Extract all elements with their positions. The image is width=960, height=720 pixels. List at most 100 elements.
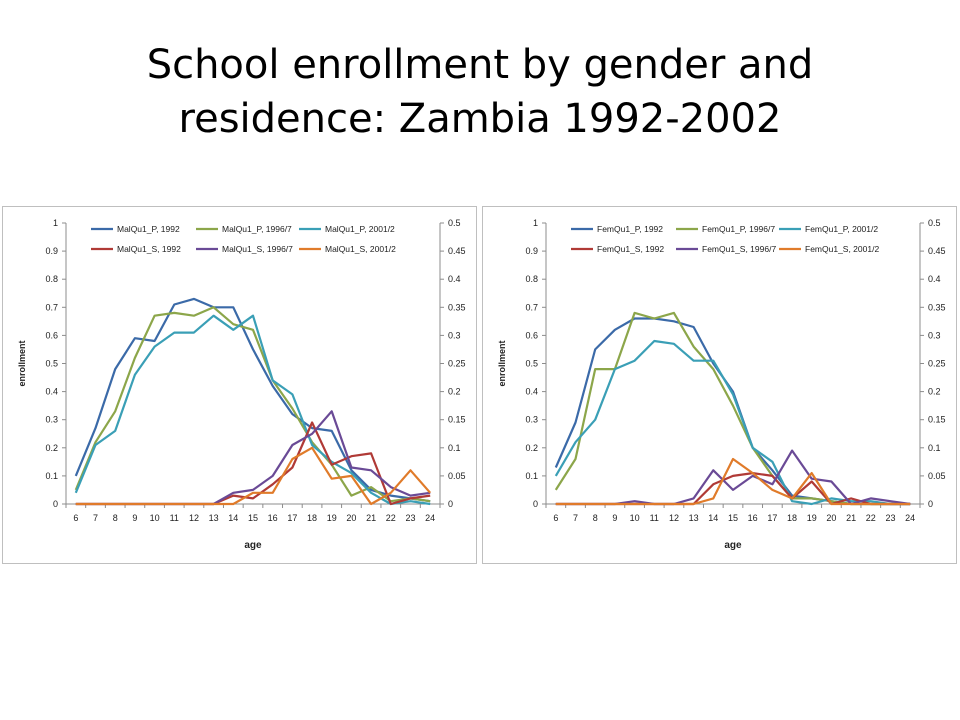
chart1-y-tick-label: 0.3 (45, 415, 58, 425)
chart1-series-line-2 (74, 306, 431, 503)
chart1-series-line-1 (74, 297, 431, 503)
chart1-x-tick-label: 21 (366, 513, 376, 523)
chart2-legend-label-4: FemQu1_S, 1992 (597, 244, 664, 254)
female-enrollment-chart-svg: 00.10.20.30.40.50.60.70.80.9100.050.10.1… (497, 218, 946, 551)
chart1-y2-tick-label: 0.2 (448, 387, 461, 397)
chart2-y-tick-label: 0.5 (525, 359, 538, 369)
chart1-x-tick-label: 23 (405, 513, 415, 523)
chart1-x-tick-label: 17 (287, 513, 297, 523)
chart2-series-line-6 (555, 457, 911, 506)
chart2-x-tick-label: 16 (748, 513, 758, 523)
chart2-y-tick-label: 0 (533, 499, 538, 509)
chart2-series-line-3 (554, 339, 911, 506)
chart1-x-tick-label: 18 (307, 513, 317, 523)
chart1-x-tick-label: 22 (386, 513, 396, 523)
male-enrollment-chart-svg: 00.10.20.30.40.50.60.70.80.9100.050.10.1… (17, 218, 466, 551)
male-enrollment-chart: 0 0.1 0.2 0.3 0.4 0.5 0.6 0.7 0.8 0.9 1 0 0.05 0.1 0.1… (2, 206, 477, 564)
chart1-y-tick-label: 0.1 (45, 471, 58, 481)
chart1-y2-tick-label: 0.4 (448, 274, 461, 284)
chart1-y2-tick-label: 0.5 (448, 218, 461, 228)
chart1-y-tick-label: 0.6 (45, 330, 58, 340)
chart2-x-tick-label: 21 (846, 513, 856, 523)
chart2-x-tick-label: 20 (826, 513, 836, 523)
chart2-x-tick-label: 22 (866, 513, 876, 523)
chart1-x-tick-label: 7 (93, 513, 98, 523)
chart2-y2-tick-label: 0.2 (928, 387, 941, 397)
chart1-series-line-6 (75, 446, 432, 506)
chart2-y2-tick-label: 0.05 (928, 471, 946, 481)
chart1-legend-label-2: MalQu1_P, 1996/7 (222, 224, 292, 234)
chart2-y2-tick-label: 0.35 (928, 302, 946, 312)
chart2-legend-label-2: FemQu1_P, 1996/7 (702, 224, 775, 234)
chart1-y2-tick-label: 0.3 (448, 330, 461, 340)
chart1-y2-tick-label: 0 (448, 499, 453, 509)
chart1-x-tick-label: 10 (150, 513, 160, 523)
chart1-y-tick-label: 0.8 (45, 274, 58, 284)
chart1-legend-label-3: MalQu1_P, 2001/2 (325, 224, 395, 234)
chart1-x-tick-label: 15 (248, 513, 258, 523)
chart1-y-tick-label: 0.5 (45, 359, 58, 369)
chart1-y-axis-label: enrollment (17, 340, 27, 386)
page-title-line-2: residence: Zambia 1992-2002 (178, 96, 782, 142)
chart2-y2-tick-label: 0 (928, 499, 933, 509)
chart2-y2-tick-label: 0.3 (928, 330, 941, 340)
chart2-x-tick-label: 6 (553, 513, 558, 523)
chart2-y2-tick-label: 0.45 (928, 246, 946, 256)
chart2-y2-tick-label: 0.1 (928, 443, 941, 453)
chart1-x-tick-label: 8 (113, 513, 118, 523)
chart2-x-tick-label: 9 (612, 513, 617, 523)
chart1-x-tick-label: 11 (170, 513, 179, 523)
chart2-x-tick-label: 18 (787, 513, 797, 523)
chart2-y2-tick-label: 0.5 (928, 218, 941, 228)
chart2-x-tick-label: 10 (630, 513, 640, 523)
chart1-series-line-3 (74, 314, 431, 506)
chart1-y2-tick-label: 0.45 (448, 246, 466, 256)
chart1-y2-tick-label: 0.15 (448, 415, 466, 425)
chart2-y-tick-label: 0.4 (525, 387, 538, 397)
chart1-y-tick-label: 0 (53, 499, 58, 509)
chart2-y-tick-label: 0.9 (525, 246, 538, 256)
chart1-legend-label-1: MalQu1_P, 1992 (117, 224, 180, 234)
chart2-legend-label-6: FemQu1_S, 2001/2 (805, 244, 879, 254)
chart2-y-tick-label: 0.6 (525, 330, 538, 340)
female-enrollment-chart: 0 0.1 0.2 0.3 0.4 0.5 0.6 0.7 0.8 0.9 1 0 0.05 0.1 0.1… (482, 206, 957, 564)
chart1-x-tick-label: 12 (189, 513, 199, 523)
chart1-x-tick-label: 13 (209, 513, 219, 523)
chart2-x-tick-label: 13 (689, 513, 699, 523)
chart1-y2-tick-label: 0.25 (448, 359, 466, 369)
chart2-x-tick-label: 8 (593, 513, 598, 523)
page-title: School enrollment by gender and residenc… (0, 38, 960, 146)
chart2-x-tick-label: 7 (573, 513, 578, 523)
chart1-y-tick-label: 0.4 (45, 387, 58, 397)
chart2-legend-label-5: FemQu1_S, 1996/7 (702, 244, 776, 254)
chart2-y-tick-label: 0.7 (525, 302, 538, 312)
chart1-y2-tick-label: 0.35 (448, 302, 466, 312)
chart1-x-tick-label: 14 (228, 513, 238, 523)
page-title-line-1: School enrollment by gender and (146, 42, 814, 88)
chart2-y-tick-label: 0.2 (525, 443, 538, 453)
chart2-y-tick-label: 0.8 (525, 274, 538, 284)
chart1-x-tick-label: 16 (268, 513, 278, 523)
chart1-legend-label-6: MalQu1_S, 2001/2 (325, 244, 396, 254)
chart2-x-tick-label: 14 (708, 513, 718, 523)
chart2-x-tick-label: 19 (807, 513, 817, 523)
chart2-legend-label-3: FemQu1_P, 2001/2 (805, 224, 878, 234)
chart2-x-axis-label: age (724, 540, 742, 551)
chart1-x-axis-label: age (244, 540, 262, 551)
chart1-x-tick-label: 20 (346, 513, 356, 523)
chart1-x-tick-label: 9 (132, 513, 137, 523)
chart2-y-tick-label: 0.1 (525, 471, 538, 481)
chart1-y2-tick-label: 0.05 (448, 471, 466, 481)
chart2-x-tick-label: 17 (767, 513, 777, 523)
chart2-x-tick-label: 12 (669, 513, 679, 523)
chart1-y-tick-label: 0.7 (45, 302, 58, 312)
chart2-y2-tick-label: 0.4 (928, 274, 941, 284)
chart2-y-axis-label: enrollment (497, 340, 507, 386)
chart1-y-tick-label: 1 (53, 218, 58, 228)
chart1-legend-label-5: MalQu1_S, 1996/7 (222, 244, 293, 254)
chart2-x-tick-label: 23 (885, 513, 895, 523)
chart2-y2-tick-label: 0.25 (928, 359, 946, 369)
chart2-legend-label-1: FemQu1_P, 1992 (597, 224, 663, 234)
chart2-x-tick-label: 24 (905, 513, 915, 523)
chart1-y-tick-label: 0.9 (45, 246, 58, 256)
